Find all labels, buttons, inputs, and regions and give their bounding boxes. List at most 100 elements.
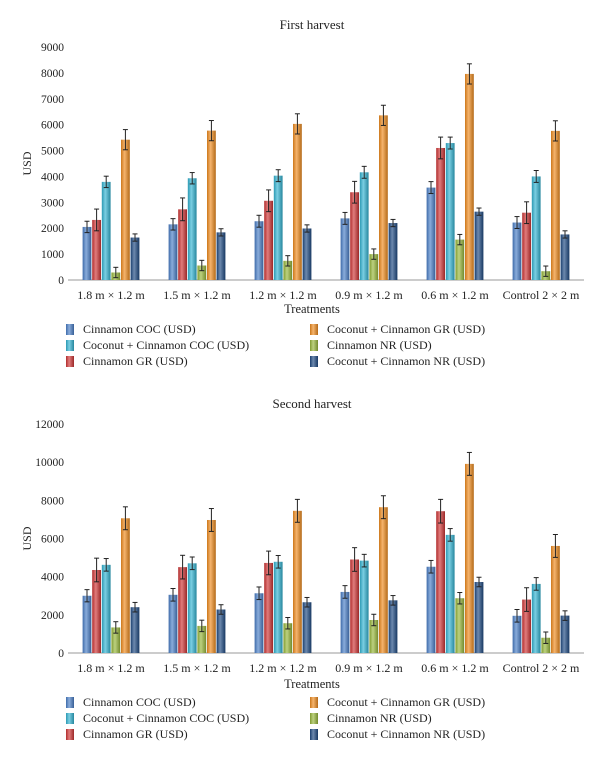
bar-coconut-cinnamon-nr-usd-3 xyxy=(302,228,312,280)
error-bar xyxy=(352,180,358,204)
error-bar xyxy=(562,610,568,621)
legend-swatch xyxy=(310,713,318,724)
bar-cinnamon-gr-usd-6 xyxy=(522,599,531,653)
bar-cinnamon-nr-usd-4 xyxy=(369,254,379,280)
legend-label: Cinnamon NR (USD) xyxy=(327,711,432,725)
legend: Cinnamon COC (USD) Coconut + Cinnamon GR … xyxy=(66,322,485,368)
error-bar xyxy=(457,233,463,246)
y-tick-label: 2000 xyxy=(41,610,64,622)
bar-coconut-cinnamon-gr-usd-2 xyxy=(207,130,216,280)
bar-cinnamon-coc-usd-5 xyxy=(426,187,436,280)
y-axis-label: USD xyxy=(20,526,34,550)
y-tick-label: 8000 xyxy=(41,68,64,80)
x-tick-label: 0.6 m × 1.2 m xyxy=(421,288,489,302)
bar-coconut-cinnamon-nr-usd-5 xyxy=(474,582,484,653)
error-bar xyxy=(390,218,396,228)
y-tick-label: 3000 xyxy=(41,197,64,209)
legend-swatch xyxy=(66,324,74,335)
bar-coconut-cinnamon-nr-usd-4 xyxy=(388,600,398,653)
bar-cinnamon-coc-usd-4 xyxy=(340,218,350,280)
legend-item-cinnamon-gr-usd: Cinnamon GR (USD) xyxy=(66,354,188,368)
y-tick-label: 4000 xyxy=(41,572,64,584)
error-bar xyxy=(256,214,262,228)
legend-swatch xyxy=(66,356,74,367)
legend-label: Coconut + Cinnamon COC (USD) xyxy=(83,338,249,352)
x-tick-label: 1.2 m × 1.2 m xyxy=(249,661,317,675)
bar-coconut-cinnamon-nr-usd-6 xyxy=(560,234,570,280)
legend-swatch xyxy=(66,340,74,351)
bar-cinnamon-gr-usd-3 xyxy=(264,200,273,280)
error-bar xyxy=(94,557,100,583)
error-bar xyxy=(543,631,549,644)
error-bar xyxy=(514,216,520,229)
bar-coconut-cinnamon-nr-usd-6 xyxy=(560,615,570,653)
bar-cinnamon-coc-usd-3 xyxy=(254,593,264,653)
bar-coconut-cinnamon-gr-usd-4 xyxy=(379,115,388,280)
error-bar xyxy=(275,169,281,183)
error-bar xyxy=(294,498,300,523)
error-bar xyxy=(543,265,549,277)
chart-title: First harvest xyxy=(280,17,345,32)
y-axis-label: USD xyxy=(20,151,34,175)
legend-label: Coconut + Cinnamon GR (USD) xyxy=(327,695,485,709)
y-tick-label: 5000 xyxy=(41,146,64,158)
error-bar xyxy=(113,266,119,279)
error-bar xyxy=(208,120,214,142)
error-bar xyxy=(132,233,138,242)
error-bar xyxy=(533,577,539,591)
error-bar xyxy=(180,554,186,580)
error-bar xyxy=(438,136,444,160)
legend-item-coconut-cinnamon-coc-usd: Coconut + Cinnamon COC (USD) xyxy=(66,338,249,352)
bar-cinnamon-nr-usd-4 xyxy=(369,619,379,653)
bar-coconut-cinnamon-gr-usd-3 xyxy=(293,123,302,280)
x-tick-label: 1.2 m × 1.2 m xyxy=(249,288,317,302)
second-harvest-chart: Second harvest USD 0 2000 4000 6000 8000 10000 1… xyxy=(20,396,584,741)
bar-cinnamon-gr-usd-3 xyxy=(264,562,273,653)
error-bar xyxy=(457,592,463,605)
legend-swatch xyxy=(310,340,318,351)
y-tick-label: 9000 xyxy=(41,42,64,54)
bar-cinnamon-coc-usd-6 xyxy=(512,615,522,653)
error-bar xyxy=(447,136,453,150)
y-tick-label: 0 xyxy=(58,648,64,660)
error-bar xyxy=(180,197,186,222)
error-bar xyxy=(275,554,281,569)
x-axis-label: Treatments xyxy=(284,677,340,691)
bar-cinnamon-gr-usd-2 xyxy=(178,567,187,654)
y-tick-label: 6000 xyxy=(41,534,64,546)
error-bar xyxy=(199,259,205,272)
error-bar xyxy=(476,576,482,588)
x-tick-label: 1.5 m × 1.2 m xyxy=(163,661,231,675)
bar-cinnamon-gr-usd-4 xyxy=(350,559,359,653)
bar-coconut-cinnamon-gr-usd-1 xyxy=(121,139,130,280)
bar-coconut-cinnamon-gr-usd-5 xyxy=(465,73,474,280)
legend-item-cinnamon-gr-usd: Cinnamon GR (USD) xyxy=(66,727,188,741)
error-bar xyxy=(189,556,195,571)
error-bar xyxy=(342,211,348,225)
bar-cinnamon-nr-usd-5 xyxy=(455,598,465,653)
error-bar xyxy=(342,585,348,599)
x-tick-label: 1.5 m × 1.2 m xyxy=(163,288,231,302)
bar-cinnamon-coc-usd-2 xyxy=(168,224,178,280)
error-bar xyxy=(371,613,377,627)
legend-label: Coconut + Cinnamon NR (USD) xyxy=(327,727,485,741)
bar-cinnamon-nr-usd-2 xyxy=(197,625,207,653)
error-bar xyxy=(466,451,472,476)
bar-coconut-cinnamon-coc-usd-2 xyxy=(187,178,197,280)
error-bar xyxy=(524,587,530,612)
error-bar xyxy=(524,201,530,225)
bar-coconut-cinnamon-coc-usd-4 xyxy=(359,560,369,653)
error-bar xyxy=(438,498,444,524)
bar-coconut-cinnamon-nr-usd-1 xyxy=(130,607,140,653)
error-bar xyxy=(103,175,109,189)
error-bar xyxy=(562,230,568,239)
bar-coconut-cinnamon-nr-usd-2 xyxy=(216,232,226,280)
error-bar xyxy=(285,255,291,267)
error-bar xyxy=(84,589,90,603)
legend-label: Coconut + Cinnamon NR (USD) xyxy=(327,354,485,368)
bar-coconut-cinnamon-coc-usd-5 xyxy=(445,143,455,280)
y-tick-label: 0 xyxy=(58,275,64,287)
bar-cinnamon-gr-usd-2 xyxy=(178,209,187,280)
error-bar xyxy=(380,495,386,520)
